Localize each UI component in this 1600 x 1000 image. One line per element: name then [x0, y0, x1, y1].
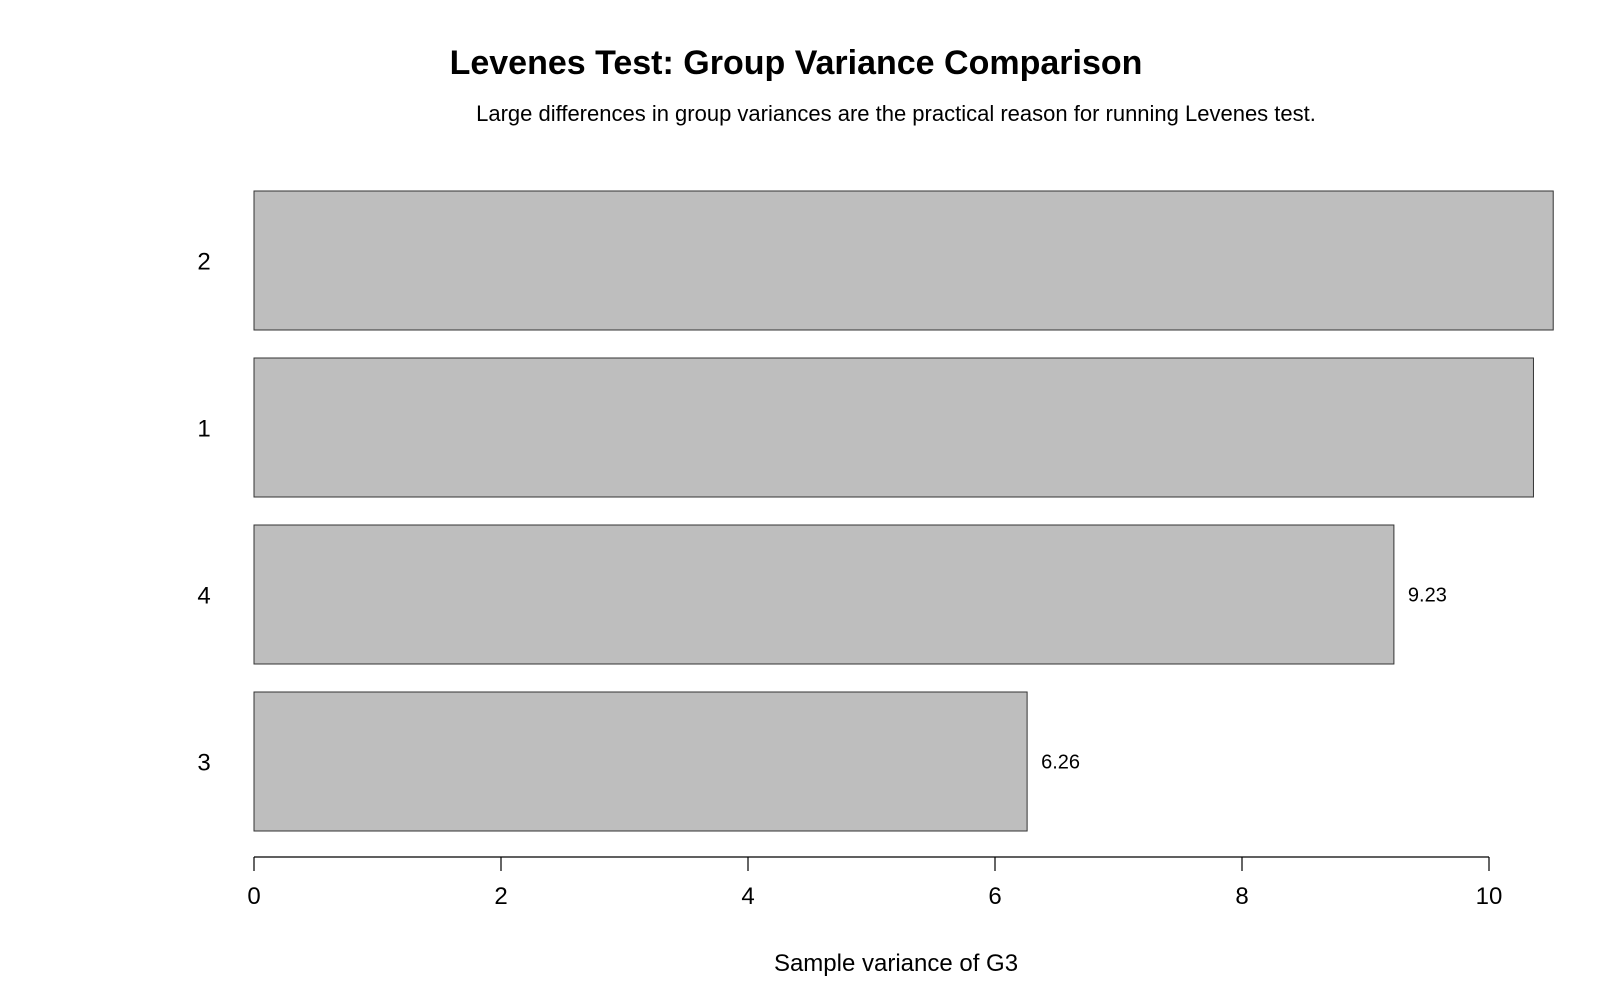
chart-title: Levenes Test: Group Variance Comparison — [450, 44, 1143, 82]
category-label-2: 2 — [197, 249, 210, 276]
x-tick-label-8: 8 — [1235, 883, 1248, 910]
category-label-1: 1 — [197, 416, 210, 443]
bar-4 — [253, 524, 1395, 665]
bar-1 — [253, 357, 1534, 498]
chart-subtitle: Large differences in group variances are… — [476, 101, 1316, 126]
data-label-3: 6.26 — [1041, 752, 1080, 774]
x-axis-label: Sample variance of G3 — [774, 950, 1018, 977]
bar-3 — [253, 691, 1028, 832]
x-tick-label-6: 6 — [988, 883, 1001, 910]
bar-2 — [253, 190, 1554, 331]
x-tick-label-10: 10 — [1476, 883, 1503, 910]
x-tick-label-2: 2 — [494, 883, 507, 910]
data-label-4: 9.23 — [1408, 585, 1447, 607]
x-tick-label-4: 4 — [741, 883, 754, 910]
x-tick-label-0: 0 — [247, 883, 260, 910]
category-label-4: 4 — [197, 583, 210, 610]
bars-layer: 3 6.26 4 9.23 1 2 — [197, 190, 1554, 832]
x-axis: 0 2 4 6 8 10 — [247, 856, 1503, 910]
category-label-3: 3 — [197, 750, 210, 777]
